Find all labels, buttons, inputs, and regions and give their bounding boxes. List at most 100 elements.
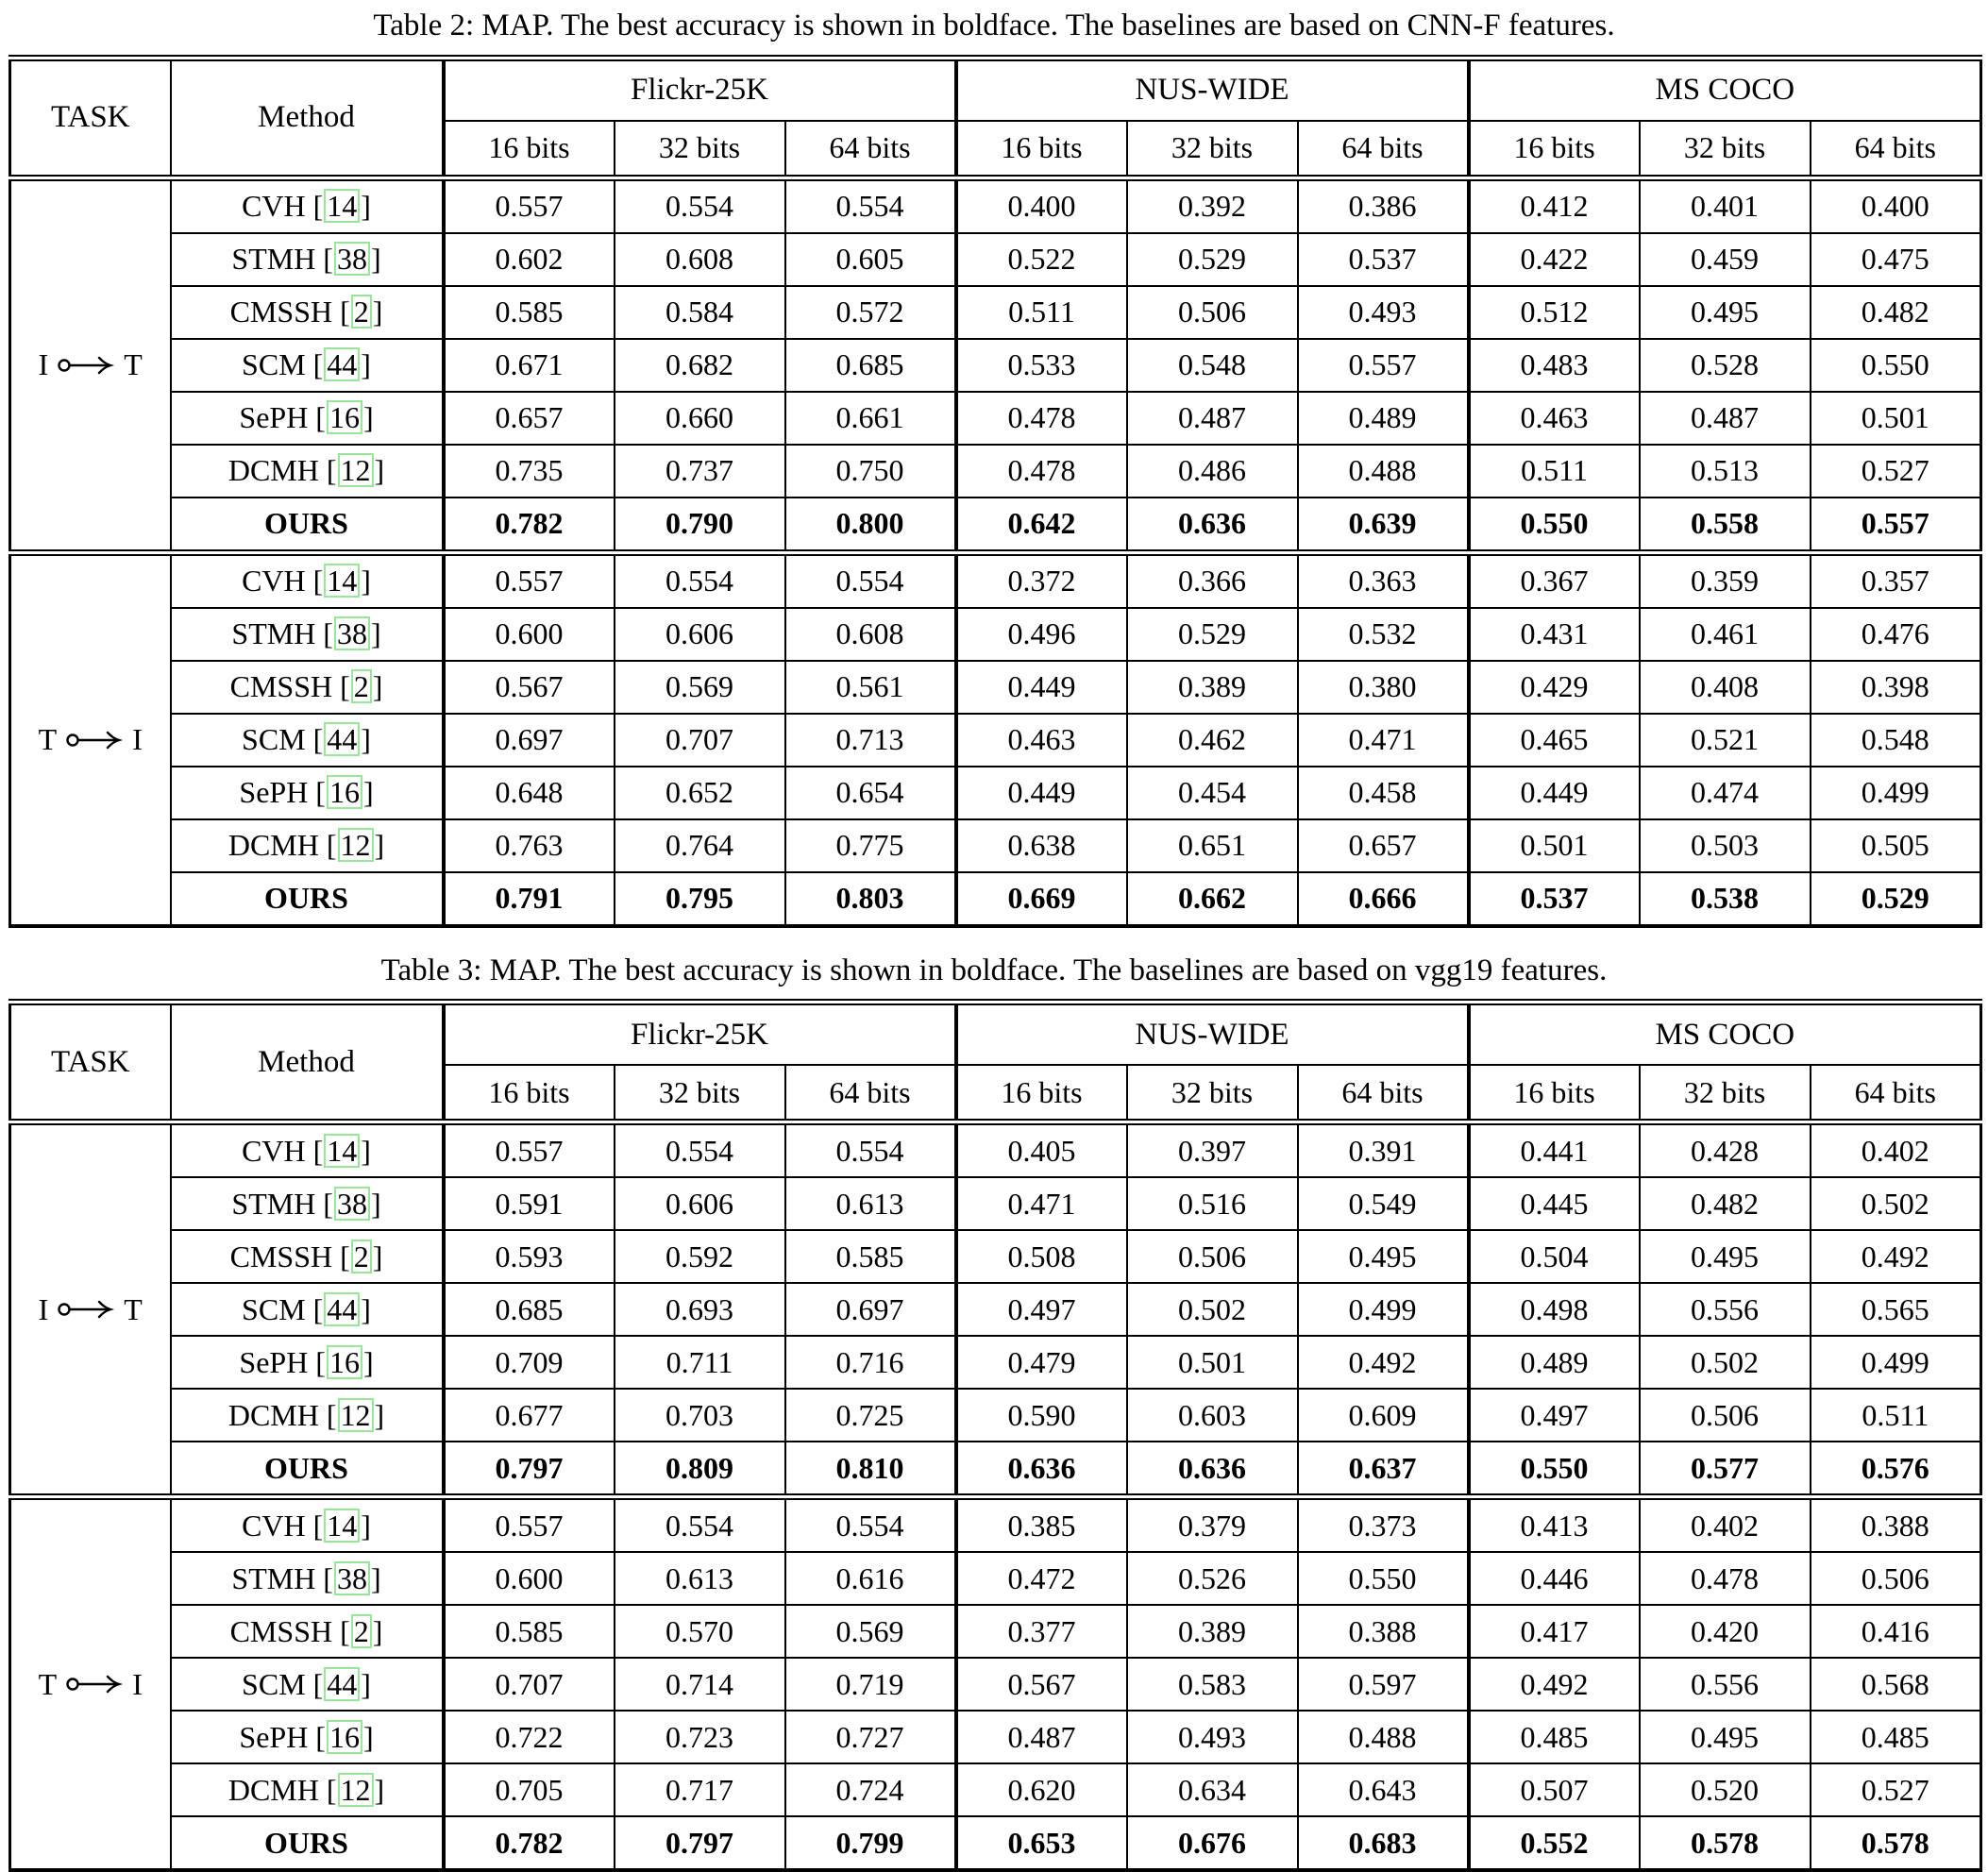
citation-link[interactable]: 12 xyxy=(337,1397,374,1432)
citation-link[interactable]: 12 xyxy=(337,828,374,863)
citation-link[interactable]: 38 xyxy=(333,242,370,277)
bits-header-cell: 32 bits xyxy=(1125,119,1299,179)
citation-link[interactable]: 16 xyxy=(326,1344,362,1379)
value-cell: 0.782 xyxy=(441,1815,615,1872)
value-cell: 0.737 xyxy=(613,443,786,498)
value-cell: 0.475 xyxy=(1809,231,1982,287)
value-cell: 0.561 xyxy=(783,659,957,715)
value-cell: 0.505 xyxy=(1809,818,1982,873)
citation-link[interactable]: 2 xyxy=(350,669,372,704)
value-cell: 0.636 xyxy=(1125,496,1299,554)
header-row-datasets: TASK Method Flickr-25K NUS-WIDE MS COCO xyxy=(8,1001,1982,1123)
value-cell: 0.567 xyxy=(441,659,615,715)
value-cell: 0.461 xyxy=(1638,606,1811,662)
method-cell: SCM [44] xyxy=(169,712,445,767)
value-cell: 0.557 xyxy=(441,1119,615,1179)
value-cell: 0.373 xyxy=(1296,1493,1470,1554)
citation-link[interactable]: 38 xyxy=(333,1560,370,1595)
value-cell: 0.388 xyxy=(1809,1493,1982,1554)
table-3-wrapper: TASK Method Flickr-25K NUS-WIDE MS COCO 16 bi… xyxy=(0,999,1988,1872)
value-cell: 0.666 xyxy=(1296,870,1470,927)
citation-link[interactable]: 44 xyxy=(324,722,361,757)
header-row-datasets: TASK Method Flickr-25K NUS-WIDE MS COCO xyxy=(8,57,1982,179)
task-arrow-icon xyxy=(66,1675,124,1694)
value-cell: 0.422 xyxy=(1466,231,1641,287)
value-cell: 0.431 xyxy=(1466,606,1641,662)
value-cell: 0.642 xyxy=(953,496,1128,554)
method-cell: STMH [38] xyxy=(169,231,445,287)
value-cell: 0.428 xyxy=(1638,1119,1811,1179)
value-cell: 0.634 xyxy=(1125,1762,1299,1818)
value-cell: 0.513 xyxy=(1638,443,1811,498)
dataset-header: NUS-WIDE xyxy=(953,57,1470,122)
value-cell: 0.527 xyxy=(1809,1762,1982,1818)
value-cell: 0.506 xyxy=(1638,1388,1811,1443)
citation-link[interactable]: 2 xyxy=(350,1239,372,1273)
value-cell: 0.683 xyxy=(1296,1815,1470,1872)
value-cell: 0.405 xyxy=(953,1119,1128,1179)
value-cell: 0.591 xyxy=(441,1176,615,1232)
dataset-header: Flickr-25K xyxy=(441,1001,957,1067)
citation-link[interactable]: 44 xyxy=(324,347,361,382)
citation-link[interactable]: 16 xyxy=(326,1719,362,1754)
value-cell: 0.613 xyxy=(783,1176,957,1232)
value-cell: 0.492 xyxy=(1466,1657,1641,1712)
value-cell: 0.685 xyxy=(441,1282,615,1338)
value-cell: 0.478 xyxy=(953,390,1128,446)
value-cell: 0.529 xyxy=(1125,231,1299,287)
value-cell: 0.763 xyxy=(441,818,615,873)
value-cell: 0.386 xyxy=(1296,174,1470,234)
table-row: T I CVH [14] 0.557 0.554 0.554 0.372 0.366 0.363… xyxy=(8,548,1982,927)
value-cell: 0.602 xyxy=(441,231,615,287)
citation-link[interactable]: 44 xyxy=(324,1291,361,1326)
value-cell: 0.389 xyxy=(1125,1604,1299,1660)
value-cell: 0.577 xyxy=(1638,1441,1811,1498)
value-cell: 0.554 xyxy=(613,1119,786,1179)
value-cell: 0.585 xyxy=(783,1229,957,1285)
method-cell: OURS xyxy=(169,1441,445,1498)
value-cell: 0.570 xyxy=(613,1604,786,1660)
citation-link[interactable]: 2 xyxy=(350,1613,372,1648)
method-cell: CMSSH [2] xyxy=(169,1229,445,1285)
value-cell: 0.512 xyxy=(1466,284,1641,340)
citation-link[interactable]: 2 xyxy=(350,295,372,329)
method-cell: DCMH [12] xyxy=(169,818,445,873)
value-cell: 0.499 xyxy=(1809,765,1982,820)
citation-link[interactable]: 16 xyxy=(326,400,362,435)
value-cell: 0.441 xyxy=(1466,1119,1641,1179)
value-cell: 0.372 xyxy=(953,548,1128,609)
bits-header-cell: 64 bits xyxy=(783,1064,957,1123)
value-cell: 0.357 xyxy=(1809,548,1982,609)
value-cell: 0.476 xyxy=(1809,606,1982,662)
bits-header-cell: 32 bits xyxy=(613,119,786,179)
citation-link[interactable]: 12 xyxy=(337,1772,374,1807)
value-cell: 0.609 xyxy=(1296,1388,1470,1443)
task-to: T xyxy=(124,1291,143,1326)
citation-link[interactable]: 14 xyxy=(324,1133,361,1168)
citation-link[interactable]: 14 xyxy=(324,1508,361,1543)
value-cell: 0.385 xyxy=(953,1493,1128,1554)
map-results-table-cnnf: TASK Method Flickr-25K NUS-WIDE MS COCO 16 bi… xyxy=(8,54,1983,928)
value-cell: 0.397 xyxy=(1125,1119,1299,1179)
value-cell: 0.527 xyxy=(1809,443,1982,498)
table-row: OURS 0.782 0.790 0.800 0.642 0.636 0.639 0.550 0… xyxy=(10,496,1982,554)
value-cell: 0.557 xyxy=(441,548,615,609)
table-row: DCMH [12] 0.705 0.717 0.724 0.620 0.634 0.643 0… xyxy=(10,1762,1982,1818)
citation-link[interactable]: 38 xyxy=(333,1186,370,1221)
citation-link[interactable]: 44 xyxy=(324,1666,361,1701)
method-cell: DCMH [12] xyxy=(169,1388,445,1443)
citation-link[interactable]: 16 xyxy=(326,775,362,810)
value-cell: 0.412 xyxy=(1466,174,1641,234)
citation-link[interactable]: 14 xyxy=(324,189,361,224)
value-cell: 0.474 xyxy=(1638,765,1811,820)
table-row: CMSSH [2] 0.585 0.570 0.569 0.377 0.389 0.388 0… xyxy=(10,1604,1982,1660)
method-cell: OURS xyxy=(169,496,445,554)
citation-link[interactable]: 12 xyxy=(337,453,374,488)
value-cell: 0.639 xyxy=(1296,496,1470,554)
citation-link[interactable]: 38 xyxy=(333,616,370,651)
citation-link[interactable]: 14 xyxy=(324,564,361,599)
value-cell: 0.558 xyxy=(1638,496,1811,554)
value-cell: 0.797 xyxy=(613,1815,786,1872)
